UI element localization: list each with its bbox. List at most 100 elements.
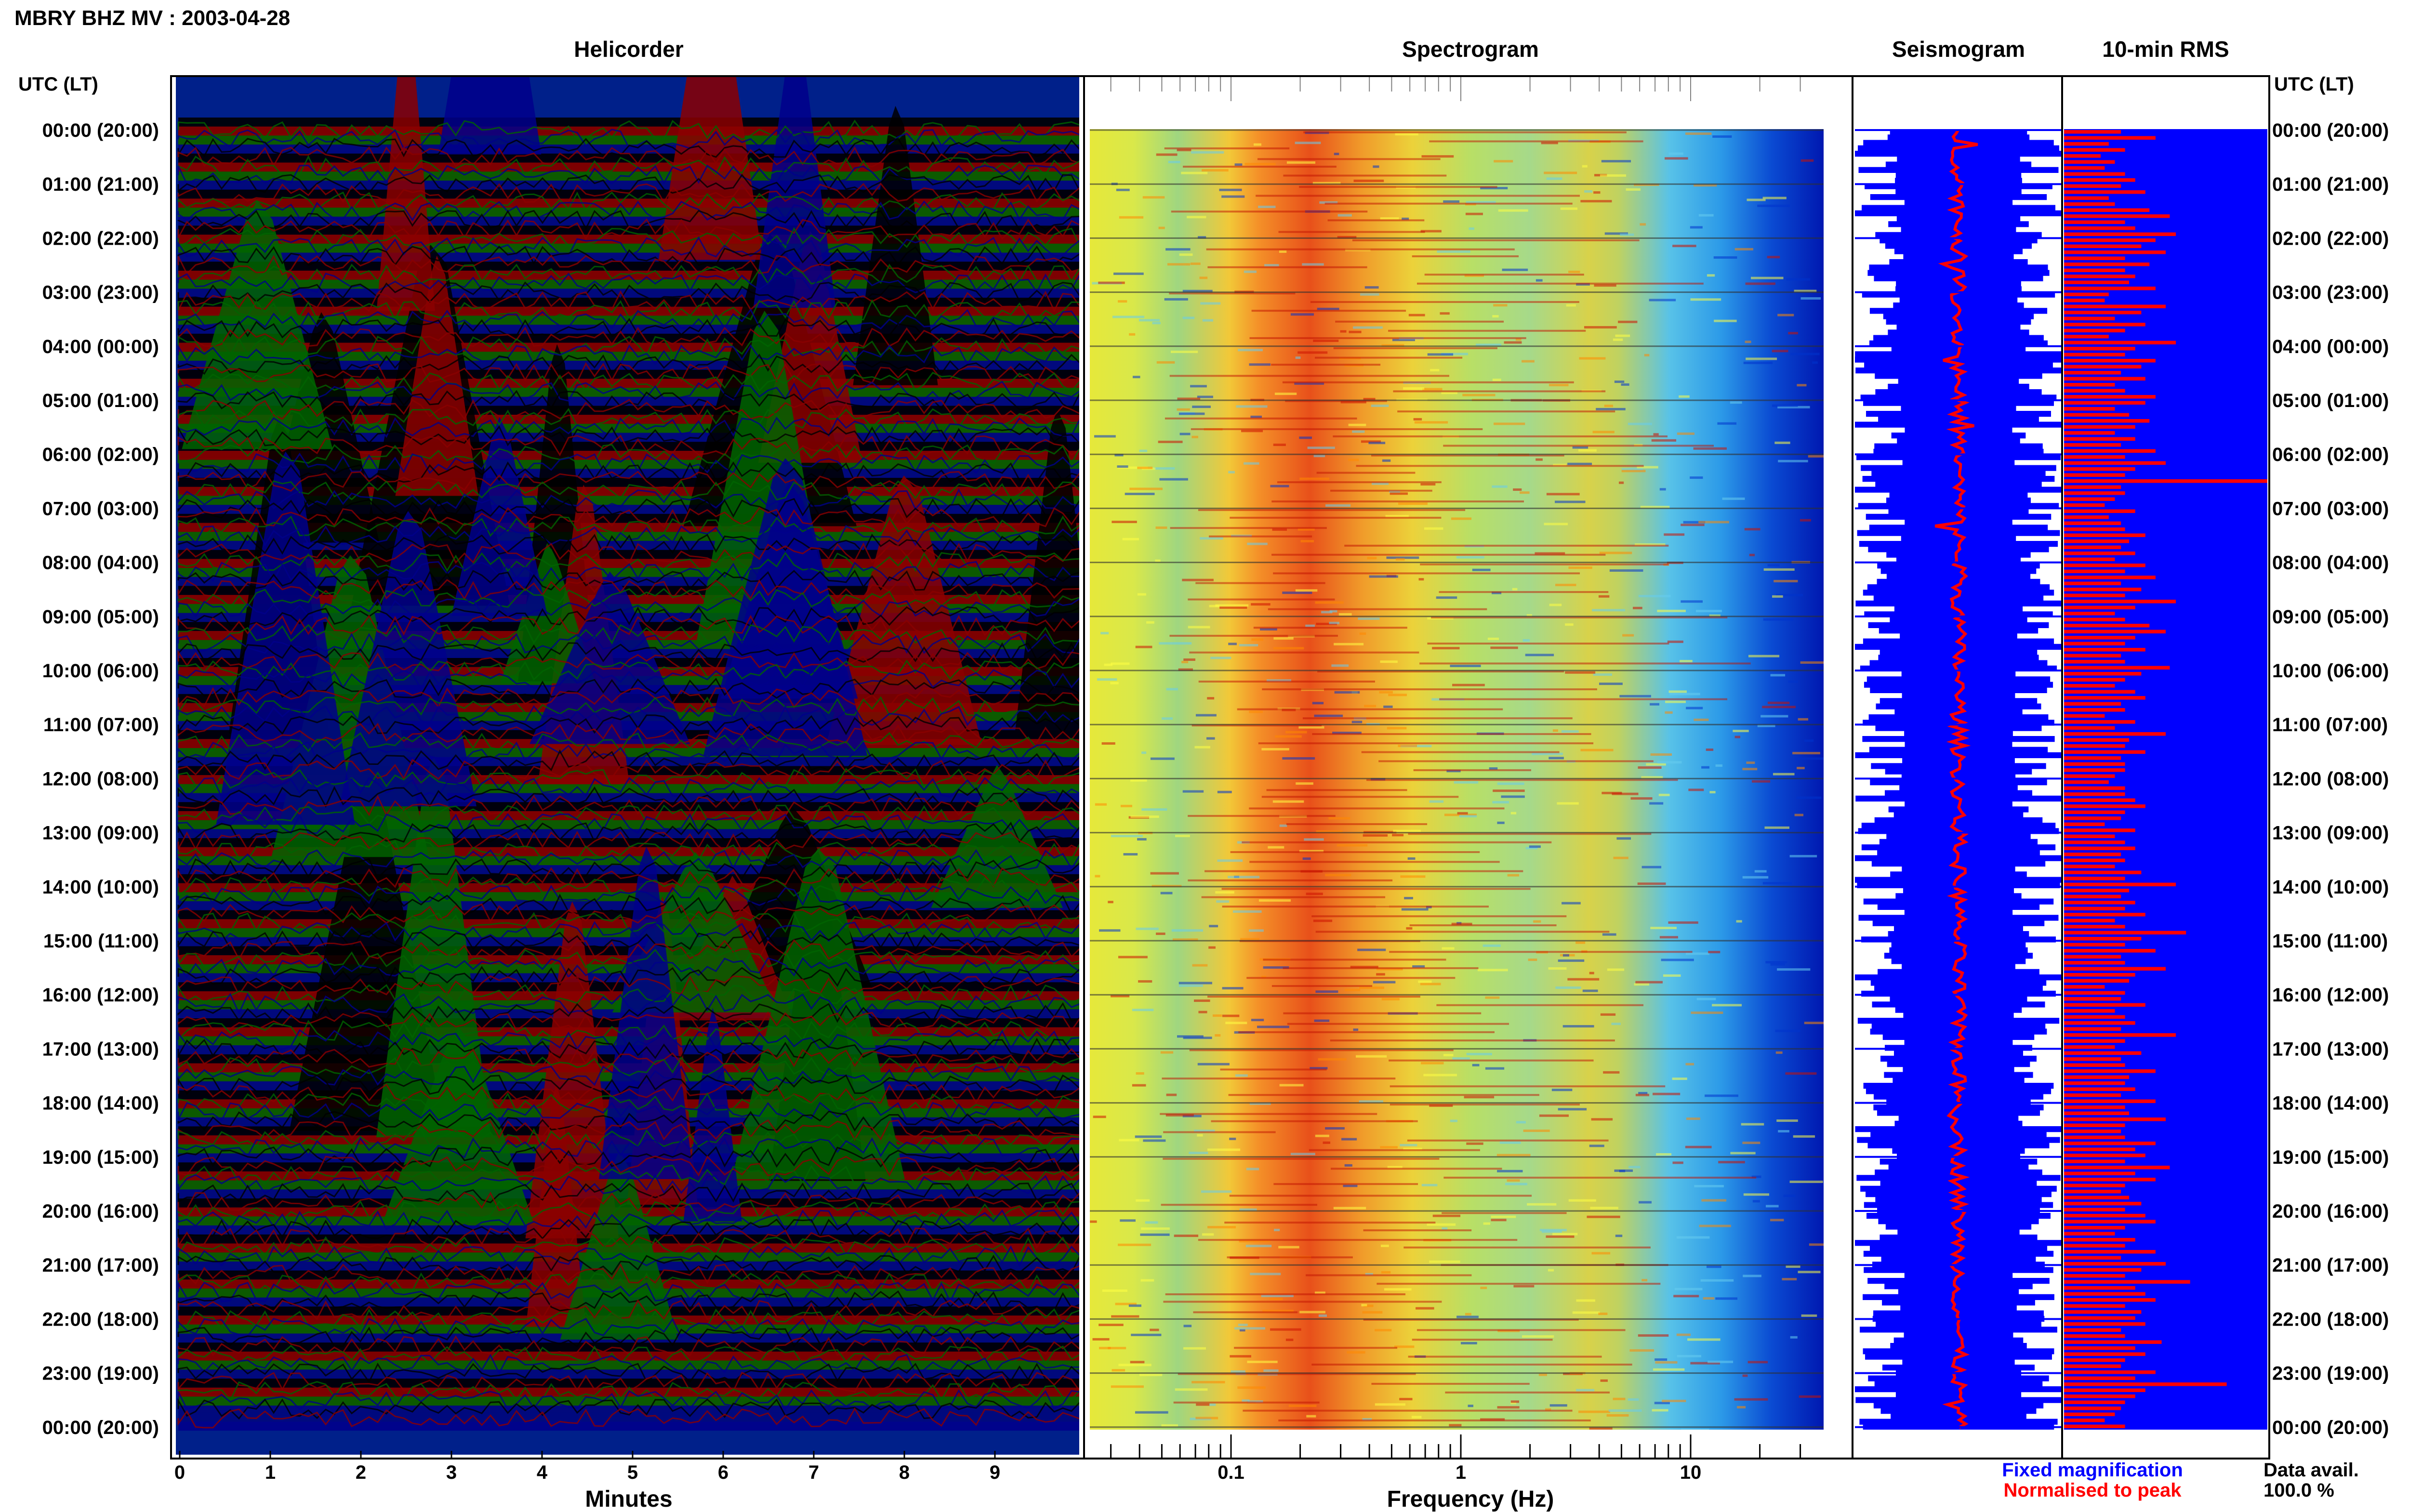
spectrogram-cell <box>1634 983 1650 986</box>
spectrogram-cell <box>1150 872 1179 875</box>
spectrogram-cell <box>1380 660 1398 663</box>
spectrogram-cell <box>1390 492 1408 495</box>
spectrogram-cell <box>1196 1403 1210 1406</box>
rms-bar <box>2064 720 2135 724</box>
spectrogram-cell <box>1555 986 1581 989</box>
spectrogram-streak <box>1317 671 1564 673</box>
spectrogram-cell <box>1317 307 1339 310</box>
rms-bar <box>2064 732 2166 736</box>
spectrogram-streak <box>1431 616 1728 618</box>
spectrogram-cell <box>1360 293 1379 296</box>
spectrogram-cell <box>1395 133 1418 136</box>
spectrogram-cell <box>1313 920 1333 922</box>
spectrogram-cell <box>1215 1034 1221 1037</box>
spectrogram-cell <box>1245 1245 1272 1248</box>
helicorder-trace <box>177 903 1079 924</box>
spectrogram-cell <box>1600 1013 1616 1016</box>
spectrogram-streak <box>1204 870 1523 872</box>
spectrogram-streak <box>1309 1149 1480 1151</box>
spectrogram-streak <box>1445 1391 1610 1394</box>
helicorder-trace <box>177 1182 1079 1204</box>
seismogram-fixed-trace <box>1891 942 2026 948</box>
spectrogram-cell <box>1272 528 1287 531</box>
spectrogram-cell <box>1491 1215 1516 1218</box>
rms-bar <box>2064 726 2115 730</box>
spectrogram-cell <box>1249 1102 1271 1105</box>
spectrogram-cell <box>1142 196 1165 199</box>
rms-bar <box>2064 581 2121 585</box>
spectrogram-cell <box>1357 948 1386 951</box>
seismogram-fixed-trace <box>1886 573 2031 579</box>
spectrogram-cell <box>1485 1067 1505 1070</box>
rms-bar <box>2064 244 2142 248</box>
spectrogram-cell <box>1334 643 1364 645</box>
time-label-left: 02:00 (22:00) <box>42 228 159 249</box>
spectrogram-cell <box>1411 1416 1422 1419</box>
spectrogram-cell <box>1760 715 1788 718</box>
spectrogram-cell <box>1141 808 1167 811</box>
helicorder-trace <box>177 597 1079 618</box>
time-label-left: 23:00 (19:00) <box>42 1363 159 1384</box>
spectrogram-cell <box>1268 846 1284 849</box>
spectrogram-cell <box>1408 314 1425 316</box>
seismogram-fixed-trace <box>1888 383 2029 390</box>
helicorder-trace <box>177 957 1079 979</box>
time-label-right: 02:00 (22:00) <box>2272 228 2389 249</box>
rms-bar <box>2064 1003 2145 1007</box>
spectrogram-cell <box>1098 281 1125 284</box>
seismogram-fixed-trace <box>1885 768 2032 775</box>
spectrogram-cell <box>1698 214 1714 217</box>
spectrogram-cell <box>1179 253 1193 256</box>
spectrogram-cell <box>1208 946 1216 949</box>
spectrogram-streak <box>1163 1131 1276 1133</box>
rms-bar <box>2064 521 2121 525</box>
spectrogram-cell <box>1118 300 1127 303</box>
spectrogram-cell <box>1247 1360 1278 1363</box>
spectrogram-streak <box>1224 1222 1436 1224</box>
rms-bar <box>2064 275 2135 278</box>
helicorder-x-tick-label: 5 <box>627 1462 638 1483</box>
seismogram-fixed-trace <box>1885 790 2032 796</box>
spectrogram-title: Spectrogram <box>1402 37 1539 62</box>
rms-bar <box>2064 768 2125 772</box>
spectrogram-cell <box>1535 458 1543 461</box>
spectrogram-cell <box>1195 714 1217 717</box>
spectrogram-cell <box>1593 191 1601 194</box>
spectrogram-cell <box>1589 972 1594 974</box>
spectrogram-x-tick-label: 0.1 <box>1218 1462 1244 1483</box>
spectrogram-streak <box>1242 841 1552 843</box>
rms-bar <box>2064 1135 2125 1139</box>
spectrogram-cell <box>1664 533 1685 536</box>
rms-bar <box>2064 1256 2121 1260</box>
spectrogram-cell <box>1464 274 1484 277</box>
rms-bar <box>2064 1130 2121 1133</box>
spectrogram-cell <box>1665 157 1688 160</box>
spectrogram-cell <box>1128 1304 1141 1307</box>
spectrogram-streak <box>1201 896 1386 898</box>
spectrogram-cell <box>1456 1315 1479 1318</box>
spectrogram-cell <box>1776 1119 1798 1122</box>
spectrogram-cell <box>1465 212 1483 215</box>
spectrogram-cell <box>1804 739 1814 742</box>
spectrogram-cell <box>1701 766 1709 769</box>
spectrogram-streak <box>1268 608 1487 610</box>
spectrogram-streak <box>1161 1204 1317 1206</box>
spectrogram-cell <box>1442 947 1455 950</box>
spectrogram-cell <box>1516 1121 1526 1124</box>
spectrogram-cell <box>1504 341 1522 344</box>
spectrogram-gap <box>1824 77 1850 1455</box>
spectrogram-streak <box>1316 472 1416 474</box>
seismogram-fixed-trace <box>1887 134 2030 141</box>
spectrogram-cell <box>1745 282 1775 285</box>
spectrogram-streak <box>1390 1085 1666 1088</box>
spectrogram-streak <box>1170 527 1327 529</box>
helicorder-trace <box>177 272 1079 294</box>
time-label-left: 21:00 (17:00) <box>42 1255 159 1276</box>
rms-bar <box>2064 238 2156 242</box>
seismogram-fixed-trace <box>1879 839 2038 845</box>
spectrogram-cell <box>1790 1336 1798 1339</box>
spectrogram-cell <box>1472 568 1491 571</box>
spectrogram-cell <box>1258 206 1276 209</box>
helicorder-trace <box>177 759 1079 780</box>
spectrogram-cell <box>1137 466 1153 469</box>
